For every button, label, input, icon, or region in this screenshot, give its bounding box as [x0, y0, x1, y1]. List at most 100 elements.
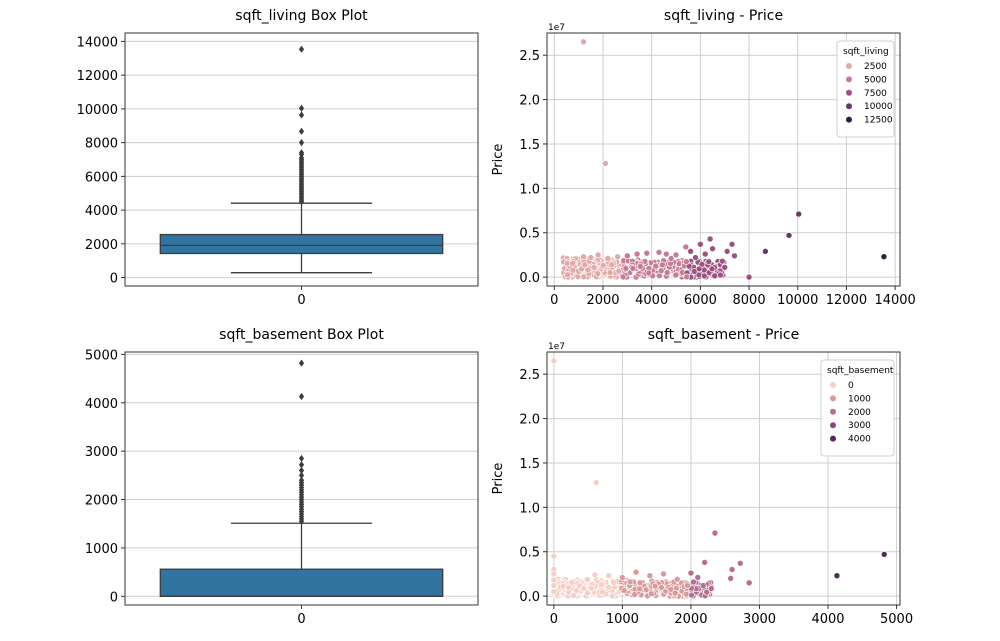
legend-label: 12500 [864, 116, 893, 126]
scatter-point [615, 267, 623, 275]
scatter-point [705, 258, 713, 265]
x-tick-label: 2000 [586, 293, 619, 308]
x-tick-label: 8000 [733, 293, 766, 308]
outlier-point [298, 392, 305, 401]
y-tick-label: 0 [110, 590, 118, 605]
y-offset-label: 1e7 [548, 23, 565, 33]
scatter-point [687, 248, 694, 255]
legend-box [820, 359, 895, 457]
scatter-point [683, 273, 690, 281]
scatter-point [695, 265, 703, 273]
scatter-point [695, 271, 703, 279]
scatter-point [569, 259, 576, 267]
scatter-point [718, 257, 726, 265]
chart-title: sqft_basement - Price [648, 327, 799, 343]
chart-title: sqft_living Box Plot [235, 8, 368, 24]
scatter-point [599, 588, 606, 596]
x-tick-label: 1000 [606, 612, 639, 627]
scatter-point [599, 261, 607, 269]
legend-marker [830, 408, 836, 415]
scatter-point [672, 271, 680, 279]
legend-label: 3000 [848, 421, 871, 431]
legend-title: sqft_living [843, 47, 889, 57]
outlier-point [298, 198, 305, 206]
chart-title: sqft_basement Box Plot [219, 327, 384, 343]
scatter-point [727, 575, 734, 582]
x-tick-label: 10000 [777, 293, 818, 308]
chart-title: sqft_living - Price [664, 8, 783, 24]
scatter-point [709, 245, 716, 253]
scatter-point [684, 582, 691, 589]
legend-marker [846, 76, 852, 83]
x-tick-label: 3000 [743, 612, 776, 627]
scatter-point [569, 266, 577, 274]
y-tick-label: 4000 [85, 397, 118, 412]
scatter-point [626, 578, 634, 586]
scatter-point [667, 585, 675, 593]
scatter-point [659, 261, 666, 269]
scatter-point [550, 582, 558, 589]
y-tick-label: 1.5 [519, 457, 540, 472]
scatter-point [660, 570, 667, 578]
scatter-point [633, 250, 641, 258]
scatter-point [597, 581, 605, 589]
y-tick-label: 0 [110, 272, 118, 287]
scatter-point [711, 529, 719, 537]
x-tick-label: 6000 [684, 293, 717, 308]
x-tick-label: 12000 [826, 293, 867, 308]
legend-label: 2500 [864, 62, 887, 72]
x-tick-label: 0 [550, 293, 558, 308]
scatter-point [602, 160, 609, 167]
scatter-point [711, 272, 719, 280]
scatter-point [795, 210, 803, 218]
scatter-point [573, 587, 580, 594]
y-tick-label: 14000 [77, 35, 118, 50]
y-tick-label: 2000 [85, 494, 118, 509]
scatter-point [574, 273, 582, 280]
scatter-point [565, 584, 572, 591]
scatter-point [610, 579, 617, 586]
scatter-point [700, 272, 708, 280]
outlier-point [298, 471, 305, 479]
scatter-point [605, 572, 612, 580]
scatter-point [663, 269, 671, 276]
legend-title: sqft_basement [827, 366, 894, 376]
legend-marker [830, 422, 836, 429]
scatter-point [745, 579, 753, 587]
scatter-point [629, 265, 637, 272]
scatter-point [637, 263, 644, 270]
y-tick-label: 2000 [85, 238, 118, 253]
scatter-point [619, 574, 626, 581]
x-tick-label: 4000 [635, 293, 668, 308]
y-tick-label: 1.0 [519, 501, 540, 516]
y-axis-label: Price [491, 463, 506, 495]
scatter-point [587, 254, 595, 261]
scatter-point [580, 253, 587, 261]
legend-marker [830, 435, 836, 442]
scatter-point [662, 250, 670, 258]
legend-marker [830, 382, 836, 388]
scatter-point [645, 269, 653, 277]
scatter-point [584, 589, 591, 597]
legend-label: 0 [848, 381, 854, 391]
outlier-point [298, 517, 305, 525]
outlier-point [298, 461, 305, 469]
scatter-point [563, 260, 571, 267]
scatter-point [594, 251, 602, 259]
scatter-point [699, 582, 707, 589]
y-tick-label: 2.0 [519, 94, 540, 109]
scatter-point [701, 250, 709, 258]
scatter-point [583, 576, 591, 583]
legend-label: 4000 [848, 435, 871, 445]
legend-marker [846, 116, 852, 123]
scatter-point [606, 269, 614, 277]
scatter-point [658, 584, 665, 591]
scatter-point [687, 569, 695, 577]
axes-frame [124, 32, 479, 287]
outlier-point [298, 104, 305, 112]
scatter-point [736, 559, 744, 567]
scatter-point [622, 265, 630, 272]
legend-marker [846, 89, 852, 96]
scatter-point [880, 253, 888, 261]
y-offset-label: 1e7 [548, 342, 565, 352]
